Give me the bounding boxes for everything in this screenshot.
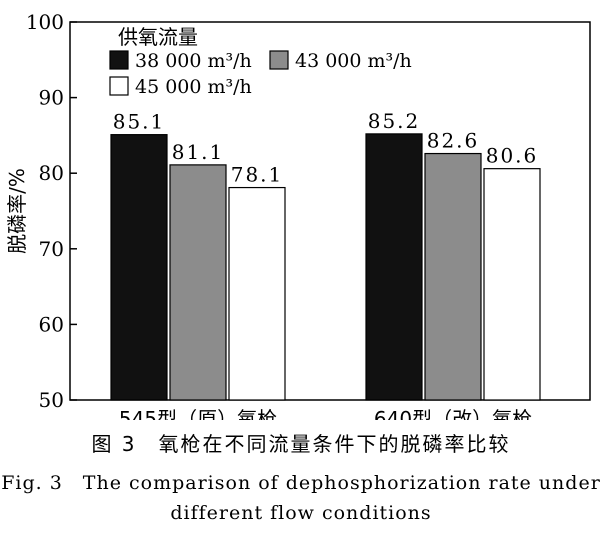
data-label: 85.2 — [368, 109, 421, 133]
y-tick-label: 60 — [39, 312, 64, 336]
data-label: 82.6 — [427, 129, 480, 153]
y-tick-label: 80 — [39, 161, 64, 185]
data-label: 81.1 — [172, 140, 225, 164]
figure-caption-chinese: 图 3 氧枪在不同流量条件下的脱磷率比较 — [91, 432, 511, 456]
bar — [365, 133, 423, 401]
bar-chart: 50 60 70 80 90 100 脱磷率/% 545型（原）氧枪 640型（改）氧枪 85.… — [5, 10, 591, 420]
figure-caption-english-line2: different flow conditions — [170, 502, 432, 524]
legend-label: 43 000 m³/h — [295, 50, 412, 72]
y-tick-label: 50 — [39, 388, 64, 412]
legend-label: 45 000 m³/h — [135, 76, 252, 98]
bar — [169, 164, 227, 401]
legend-label: 38 000 m³/h — [135, 50, 252, 72]
legend-title: 供氧流量 — [118, 25, 198, 49]
x-tick-label: 640型（改）氧枪 — [374, 407, 532, 420]
x-tick-label: 545型（原）氧枪 — [119, 407, 277, 420]
y-tick-label: 100 — [26, 10, 64, 34]
bar — [424, 152, 482, 401]
data-label: 78.1 — [231, 163, 284, 187]
y-tick-label: 90 — [39, 86, 64, 110]
chart-axes: 50 60 70 80 90 100 脱磷率/% 545型（原）氧枪 640型（改）氧枪 — [5, 10, 591, 420]
data-label: 85.1 — [113, 110, 166, 134]
data-label: 80.6 — [486, 144, 539, 168]
y-axis-label: 脱磷率/% — [5, 168, 29, 254]
legend-swatch — [269, 50, 289, 70]
y-tick-label: 70 — [39, 237, 64, 261]
bar — [483, 168, 541, 401]
legend-swatch — [109, 50, 129, 70]
plot-frame — [69, 21, 591, 401]
legend-swatch — [109, 76, 129, 96]
figure-caption-english-line1: Fig. 3 The comparison of dephosphorizati… — [1, 472, 601, 494]
bar — [110, 134, 168, 401]
chart-bars: 85.181.178.1 85.282.680.6 — [110, 109, 541, 401]
bar — [228, 186, 286, 401]
